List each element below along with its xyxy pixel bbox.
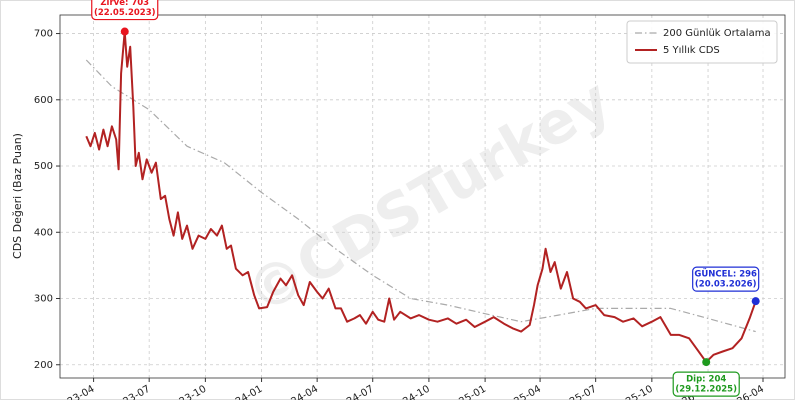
annotation-point: [120, 27, 129, 36]
annotation-text: Zirve: 703: [100, 0, 149, 8]
legend-label: 5 Yıllık CDS: [663, 45, 720, 56]
legend: 200 Günlük Ortalama 5 Yıllık CDS: [626, 20, 778, 64]
annotation-box: [91, 0, 159, 21]
y-axis-label: CDS Değeri (Baz Puan): [11, 133, 24, 259]
line-series: [85, 30, 757, 364]
annotation-box: [692, 266, 760, 292]
y-tick-label: 700: [34, 29, 53, 40]
y-tick-label: 600: [34, 95, 53, 106]
y-tick-label: 300: [34, 294, 53, 305]
annotation-text: Dip: 204: [686, 375, 726, 385]
annotation-text: GÜNCEL: 296: [694, 269, 757, 280]
legend-box: [626, 20, 778, 64]
legend-label: 200 Günlük Ortalama: [663, 28, 771, 39]
annotation-point: [751, 297, 760, 306]
annotation-point: [702, 358, 711, 367]
annotation-text: (20.03.2026): [695, 280, 757, 290]
y-tick-label: 500: [34, 161, 53, 172]
plot-frame: [59, 14, 786, 379]
annotation-text: (29.12.2025): [675, 385, 737, 395]
line-series: [85, 59, 756, 333]
annotation-box: [672, 371, 740, 397]
y-tick-label: 200: [34, 360, 53, 371]
y-tick-label: 400: [34, 227, 53, 238]
annotation-text: (22.05.2023): [94, 8, 156, 18]
